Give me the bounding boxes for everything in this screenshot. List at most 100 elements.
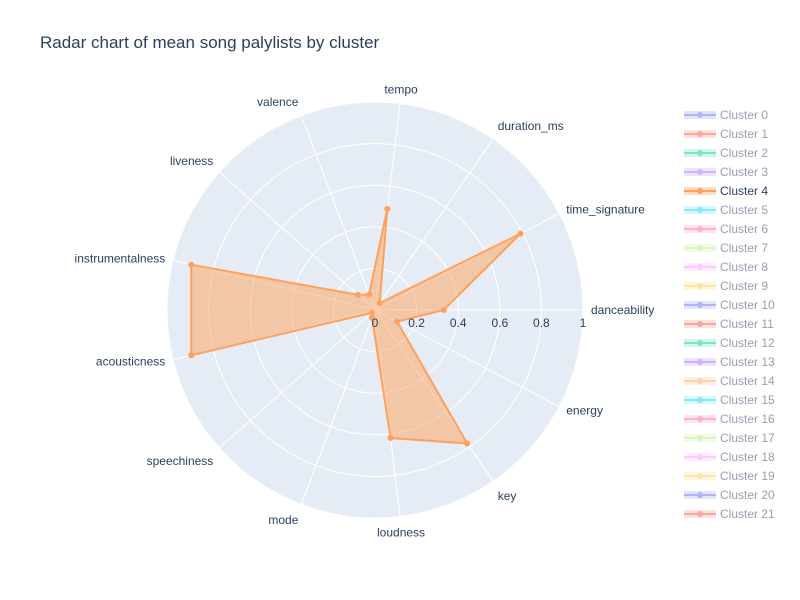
legend-item[interactable]: Cluster 7: [684, 238, 794, 257]
legend-swatch-icon: [684, 394, 716, 406]
angular-gridline: [218, 171, 376, 311]
legend-item[interactable]: Cluster 5: [684, 200, 794, 219]
legend-item[interactable]: Cluster 14: [684, 371, 794, 390]
legend-label: Cluster 15: [720, 392, 775, 407]
legend-swatch-icon: [684, 299, 716, 311]
legend-swatch-icon: [684, 337, 716, 349]
angular-axis-label: loudness: [377, 525, 425, 539]
legend-item[interactable]: Cluster 13: [684, 352, 794, 371]
legend-item[interactable]: Cluster 19: [684, 466, 794, 485]
legend-label: Cluster 20: [720, 487, 775, 502]
legend-swatch-icon: [684, 413, 716, 425]
legend-label: Cluster 16: [720, 411, 775, 426]
legend-swatch-icon: [684, 147, 716, 159]
legend-label: Cluster 7: [720, 240, 769, 255]
radial-tick-label: 0: [372, 316, 379, 330]
legend-label: Cluster 3: [720, 164, 769, 179]
angular-axis-label: instrumentalness: [75, 251, 166, 265]
legend-swatch-icon: [684, 489, 716, 501]
legend-label: Cluster 17: [720, 430, 775, 445]
legend-item[interactable]: Cluster 1: [684, 124, 794, 143]
legend-label: Cluster 14: [720, 373, 775, 388]
data-point: [376, 300, 383, 307]
data-point: [387, 435, 394, 442]
legend-item[interactable]: Cluster 4: [684, 181, 794, 200]
angular-axis-label: speechiness: [147, 454, 214, 468]
data-point: [368, 309, 375, 316]
angular-axis-label: valence: [257, 95, 299, 109]
legend-label: Cluster 6: [720, 221, 769, 236]
radial-tick-label: 0.8: [533, 316, 550, 330]
legend-label: Cluster 2: [720, 145, 769, 160]
legend-item[interactable]: Cluster 2: [684, 143, 794, 162]
legend-swatch-icon: [684, 128, 716, 140]
legend-swatch-icon: [684, 318, 716, 330]
data-point: [464, 440, 471, 447]
legend-swatch-icon: [684, 223, 716, 235]
angular-axis-label: key: [498, 489, 517, 503]
legend-label: Cluster 12: [720, 335, 775, 350]
legend-label: Cluster 18: [720, 449, 775, 464]
data-point: [354, 291, 361, 298]
legend-item[interactable]: Cluster 0: [684, 105, 794, 124]
legend-item[interactable]: Cluster 21: [684, 504, 794, 523]
angular-gridline: [374, 309, 560, 408]
radial-tick-label: 0.6: [491, 316, 508, 330]
legend-item[interactable]: Cluster 15: [684, 390, 794, 409]
data-point: [366, 291, 373, 298]
angular-axis-label: tempo: [384, 83, 418, 97]
legend-label: Cluster 1: [720, 126, 769, 141]
legend-swatch-icon: [684, 204, 716, 216]
legend-label: Cluster 0: [720, 107, 769, 122]
legend-swatch-icon: [684, 242, 716, 254]
legend-label: Cluster 9: [720, 278, 769, 293]
legend-swatch-icon: [684, 375, 716, 387]
angular-axis-label: liveness: [170, 154, 213, 168]
legend-item[interactable]: Cluster 11: [684, 314, 794, 333]
angular-axis-label: acousticness: [96, 355, 165, 369]
legend-swatch-icon: [684, 166, 716, 178]
series-area-cluster-4: [190, 208, 522, 445]
data-point: [369, 314, 376, 321]
angular-axis-label: energy: [566, 403, 603, 417]
legend-item[interactable]: Cluster 3: [684, 162, 794, 181]
legend-item[interactable]: Cluster 18: [684, 447, 794, 466]
legend-label: Cluster 11: [720, 316, 774, 331]
legend-swatch-icon: [684, 356, 716, 368]
chart-title: Radar chart of mean song palylists by cl…: [40, 33, 380, 52]
data-point: [188, 261, 195, 268]
legend-label: Cluster 4: [720, 183, 769, 198]
legend-swatch-icon: [684, 261, 716, 273]
legend-swatch-icon: [684, 432, 716, 444]
legend-item[interactable]: Cluster 8: [684, 257, 794, 276]
legend-swatch-icon: [684, 280, 716, 292]
legend-label: Cluster 13: [720, 354, 775, 369]
radial-tick-label: 1: [580, 316, 587, 330]
legend-swatch-icon: [684, 185, 716, 197]
legend-item[interactable]: Cluster 10: [684, 295, 794, 314]
legend-swatch-icon: [684, 508, 716, 520]
angular-axis-label: danceability: [591, 303, 654, 317]
legend-item[interactable]: Cluster 12: [684, 333, 794, 352]
radial-tick-label: 0.4: [450, 316, 467, 330]
legend: Cluster 0 Cluster 1 Cluster 2 Cluster 3 Clus…: [684, 105, 794, 523]
legend-label: Cluster 21: [720, 506, 775, 521]
angular-axis-label: time_signature: [566, 203, 645, 217]
angular-axis-label: duration_ms: [498, 119, 564, 133]
legend-item[interactable]: Cluster 17: [684, 428, 794, 447]
angular-gridline: [300, 309, 376, 505]
legend-swatch-icon: [684, 109, 716, 121]
legend-label: Cluster 8: [720, 259, 769, 274]
angular-gridline: [218, 309, 376, 449]
legend-label: Cluster 10: [720, 297, 775, 312]
legend-swatch-icon: [684, 470, 716, 482]
legend-item[interactable]: Cluster 9: [684, 276, 794, 295]
angular-gridline: [374, 138, 494, 311]
legend-item[interactable]: Cluster 20: [684, 485, 794, 504]
legend-item[interactable]: Cluster 6: [684, 219, 794, 238]
legend-item[interactable]: Cluster 16: [684, 409, 794, 428]
data-point: [440, 307, 447, 313]
legend-label: Cluster 5: [720, 202, 769, 217]
radial-tick-label: 0.2: [408, 316, 425, 330]
